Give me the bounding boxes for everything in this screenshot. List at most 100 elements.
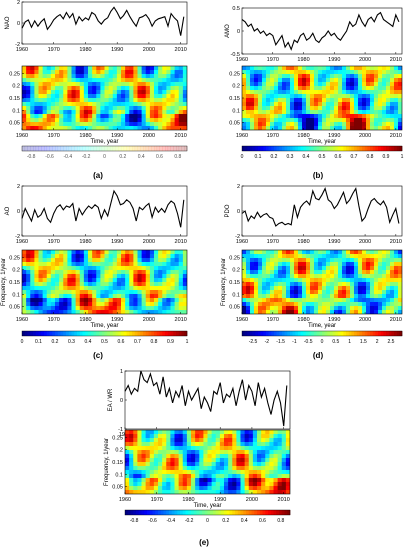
heatmap-cell [314, 114, 318, 118]
y-tick-label: 0.1 [232, 292, 240, 298]
heatmap-cell [142, 270, 147, 274]
heatmap-cell [330, 78, 334, 82]
heatmap-cell [212, 478, 217, 482]
heatmap-cell [162, 458, 167, 462]
heatmap-cell [39, 282, 44, 286]
heatmap-cell [195, 486, 200, 490]
heatmap-cell [318, 74, 322, 78]
heatmap-cell [146, 90, 151, 94]
heatmap-cell [250, 266, 254, 270]
heatmap-cell [125, 442, 130, 446]
heatmap-cell [257, 486, 262, 490]
heatmap-cell [154, 114, 159, 118]
heatmap-cell [374, 290, 378, 294]
heatmap-cell [350, 66, 354, 70]
heatmap-cell [382, 110, 386, 114]
heatmap-cell [278, 446, 283, 450]
heatmap-cell [302, 118, 306, 122]
heatmap-cell [51, 78, 56, 82]
heatmap-cell [96, 66, 101, 70]
heatmap-cell [166, 430, 171, 434]
heatmap-cell [265, 454, 270, 458]
heatmap-cell [282, 430, 287, 434]
colorbar-segment [389, 331, 392, 336]
heatmap-cell [242, 106, 246, 110]
heatmap-cell [346, 78, 350, 82]
heatmap-cell [129, 306, 134, 310]
heatmap-cell [150, 466, 155, 470]
colorbar-segment [386, 331, 389, 336]
heatmap-cell [306, 282, 310, 286]
heatmap-cell [310, 266, 314, 270]
heatmap-cell [199, 434, 204, 438]
heatmap-cell [354, 110, 358, 114]
heatmap-cell [314, 78, 318, 82]
heatmap-cell [179, 302, 184, 306]
y-tick-label: 0.1 [12, 108, 20, 114]
colorbar-segment [351, 146, 354, 151]
heatmap-cell [253, 478, 258, 482]
heatmap-cell [121, 254, 126, 258]
heatmap-cell [302, 290, 306, 294]
heatmap-cell [39, 122, 44, 126]
heatmap-cell [55, 114, 60, 118]
heatmap-cell [146, 430, 151, 434]
heatmap-cell [125, 266, 130, 270]
heatmap-cell [322, 82, 326, 86]
heatmap-cell [294, 90, 298, 94]
heatmap-cell [366, 90, 370, 94]
heatmap-cell [162, 262, 167, 266]
heatmap-cell [158, 102, 163, 106]
heatmap-cell [386, 82, 390, 86]
heatmap-cell [232, 462, 237, 466]
heatmap-cell [390, 106, 394, 110]
heatmap-cell [270, 102, 274, 106]
heatmap-cell [310, 298, 314, 302]
heatmap-cell [51, 286, 56, 290]
heatmap-cell [390, 262, 394, 266]
heatmap-cell [166, 298, 171, 302]
heatmap-cell [282, 66, 286, 70]
heatmap-cell [39, 118, 44, 122]
colorbar-segment [255, 331, 258, 336]
heatmap-cell [55, 302, 60, 306]
heatmap-cell [258, 278, 262, 282]
heatmap-cell [113, 118, 118, 122]
heatmap-cell [370, 270, 374, 274]
heatmap-cell [191, 482, 196, 486]
line-plot-frame [242, 186, 402, 236]
colorbar-segment [268, 510, 271, 515]
heatmap-cell [274, 94, 278, 98]
heatmap-cell [105, 266, 110, 270]
heatmap-cell [166, 438, 171, 442]
heatmap-cell [175, 258, 180, 262]
heatmap-cell [166, 486, 171, 490]
heatmap-cell [22, 70, 27, 74]
colorbar-segment [22, 331, 25, 336]
heatmap-cell [278, 266, 282, 270]
heatmap-cell [121, 122, 126, 126]
heatmap-cell [105, 66, 110, 70]
heatmap-cell [125, 434, 130, 438]
colorbar-tick-label: 0.2 [52, 339, 59, 345]
heatmap-cell [208, 462, 213, 466]
heatmap-cell [150, 70, 155, 74]
heatmap-cell [338, 302, 342, 306]
heatmap-cell [274, 294, 278, 298]
heatmap-cell [306, 258, 310, 262]
heatmap-cell [96, 254, 101, 258]
heatmap-cell [203, 446, 208, 450]
heatmap-cell [133, 250, 138, 254]
heatmap-cell [310, 106, 314, 110]
heatmap-cell [394, 286, 398, 290]
y-tick-label: 0.1 [232, 108, 240, 114]
heatmap-cell [55, 74, 60, 78]
heatmap-cell [117, 294, 122, 298]
heatmap-cell [338, 298, 342, 302]
colorbar-segment [124, 331, 127, 336]
heatmap-cell [43, 290, 48, 294]
heatmap-cell [170, 442, 175, 446]
heatmap-cell [150, 438, 155, 442]
heatmap-cell [338, 258, 342, 262]
heatmap-cell [246, 98, 250, 102]
